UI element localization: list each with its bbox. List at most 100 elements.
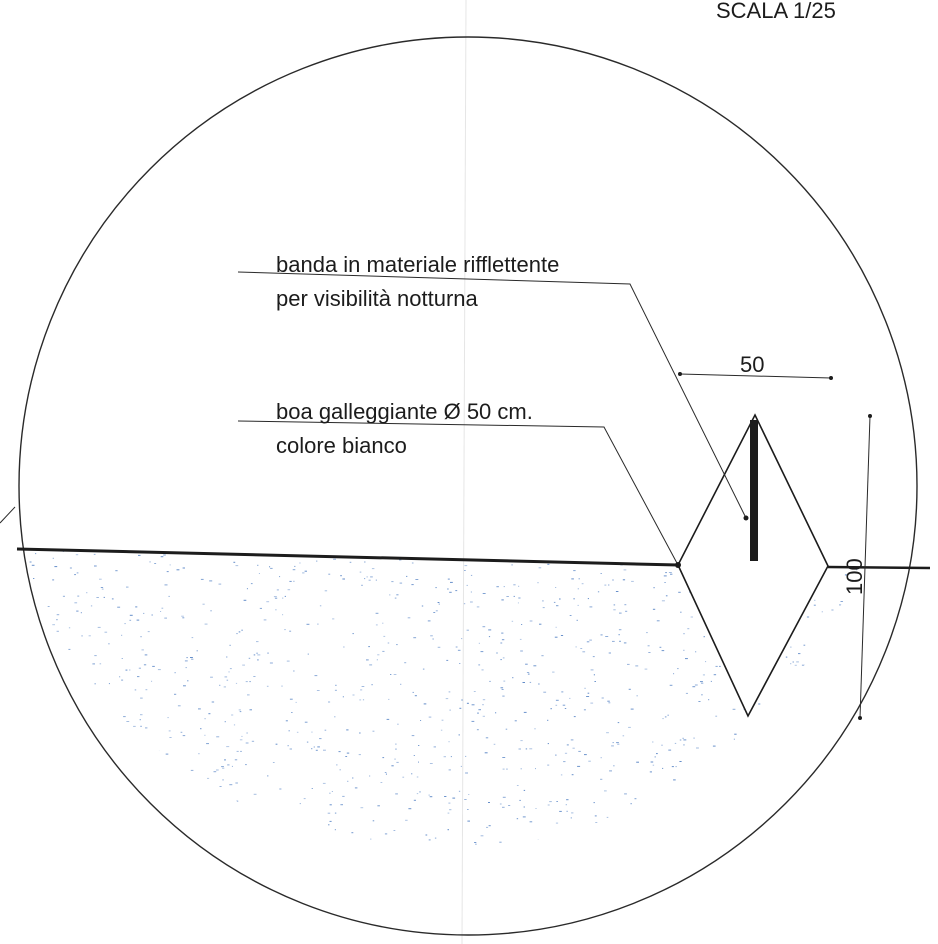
water-dot xyxy=(701,694,703,696)
water-dot xyxy=(39,609,42,611)
water-dot xyxy=(414,695,417,697)
water-dot xyxy=(185,667,187,669)
water-dot xyxy=(82,720,85,721)
water-dot xyxy=(51,906,54,907)
water-dot xyxy=(38,870,40,871)
water-dot xyxy=(914,714,917,715)
water-dot xyxy=(796,661,799,663)
water-dot xyxy=(226,656,228,658)
water-dot xyxy=(892,607,893,608)
water-dot xyxy=(408,808,412,810)
water-dot xyxy=(675,766,677,768)
water-dot xyxy=(137,676,140,678)
water-dot xyxy=(411,584,414,586)
water-dot xyxy=(149,561,151,563)
water-dot xyxy=(105,839,108,841)
water-dot xyxy=(174,693,177,695)
water-dot xyxy=(177,838,179,840)
water-dot xyxy=(787,771,791,773)
water-dot xyxy=(93,832,96,834)
water-dot xyxy=(425,834,428,836)
water-dot xyxy=(147,631,150,633)
water-dot xyxy=(904,749,906,750)
water-dot xyxy=(287,589,291,591)
water-dot xyxy=(615,885,617,886)
water-dot xyxy=(839,840,842,841)
water-dot xyxy=(68,849,71,851)
water-dot xyxy=(838,625,842,627)
water-dot xyxy=(662,868,664,869)
water-dot xyxy=(343,646,345,648)
water-dot xyxy=(920,829,922,830)
water-dot xyxy=(264,860,267,861)
water-dot xyxy=(612,579,614,581)
water-dot xyxy=(302,572,305,574)
water-dot xyxy=(231,765,233,767)
water-dot xyxy=(422,668,425,670)
water-dot xyxy=(915,910,917,911)
water-dot xyxy=(253,654,256,656)
water-dot xyxy=(63,692,66,694)
water-dot xyxy=(778,917,780,918)
water-dot xyxy=(915,766,917,767)
water-dot xyxy=(55,813,59,815)
water-dot xyxy=(733,738,735,740)
water-dot xyxy=(471,720,475,722)
water-dot xyxy=(449,591,452,593)
water-dot xyxy=(608,820,612,822)
water-dot xyxy=(300,865,302,866)
water-dot xyxy=(617,743,620,745)
water-dot xyxy=(856,881,859,882)
water-dot xyxy=(891,650,894,651)
water-dot xyxy=(495,913,496,914)
water-dot xyxy=(394,597,397,599)
water-dot xyxy=(761,774,763,776)
water-dot xyxy=(41,930,43,931)
water-dot xyxy=(533,665,537,667)
water-dot xyxy=(853,705,857,707)
water-dot xyxy=(660,809,662,811)
water-dot xyxy=(608,702,611,704)
water-dot xyxy=(236,900,237,901)
water-dot xyxy=(893,894,895,895)
water-dot xyxy=(399,559,402,561)
water-dot xyxy=(113,741,116,743)
water-dot xyxy=(382,650,385,652)
water-dot xyxy=(368,646,370,648)
water-dot xyxy=(526,672,530,673)
water-dot xyxy=(236,750,239,752)
water-dot xyxy=(802,709,804,711)
water-dot xyxy=(601,697,604,699)
detail-circle xyxy=(18,36,918,936)
water-dot xyxy=(115,570,118,572)
water-dot xyxy=(465,772,468,774)
water-dot xyxy=(587,558,589,560)
water-dot xyxy=(527,673,530,675)
water-dot xyxy=(396,911,397,912)
water-dot xyxy=(279,576,281,578)
water-dot xyxy=(792,744,795,746)
water-dot xyxy=(68,627,71,629)
water-dot xyxy=(523,806,525,808)
water-dot xyxy=(428,794,430,796)
water-dot xyxy=(719,665,721,667)
water-dot xyxy=(675,794,679,796)
water-dot xyxy=(560,774,563,776)
water-dot xyxy=(362,699,365,701)
water-dot xyxy=(76,572,79,574)
water-dot xyxy=(522,816,526,818)
water-dot xyxy=(840,885,842,886)
water-dot xyxy=(875,826,876,827)
water-dot xyxy=(21,889,23,890)
water-dot xyxy=(204,829,206,831)
water-dot xyxy=(616,742,619,744)
water-dot xyxy=(903,691,905,692)
water-dot xyxy=(168,730,171,732)
water-dot xyxy=(84,779,88,781)
water-dot xyxy=(566,799,569,801)
water-dot xyxy=(529,620,533,622)
water-dot xyxy=(291,846,294,848)
water-dot xyxy=(555,754,557,756)
water-dot xyxy=(90,605,93,607)
